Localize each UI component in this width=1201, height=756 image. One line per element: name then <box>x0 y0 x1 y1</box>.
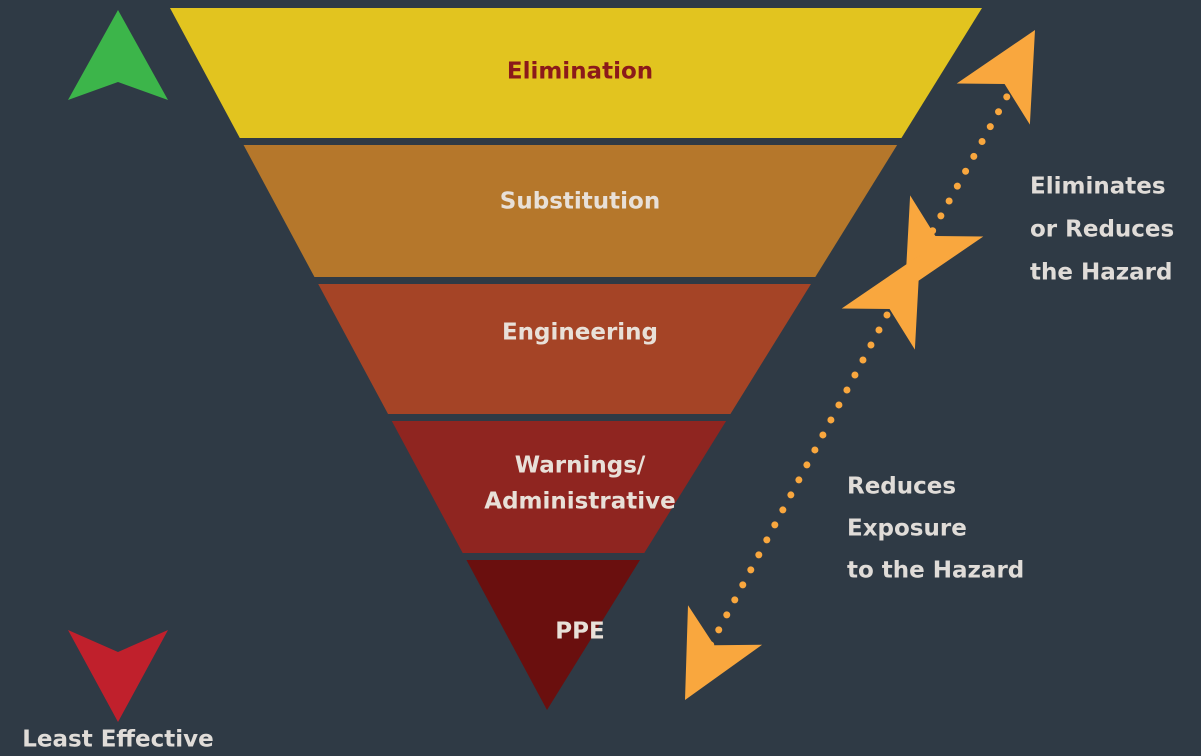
side-label: Reduces <box>847 474 956 500</box>
most-effective-arrowhead <box>68 10 168 100</box>
level-band <box>466 560 640 710</box>
arrowhead <box>841 255 920 350</box>
side-label: to the Hazard <box>847 558 1024 584</box>
side-label: Eliminates <box>1030 174 1166 200</box>
level-label: Administrative <box>484 489 675 515</box>
hazard-arrow-line <box>908 78 1019 272</box>
least-effective-label: Least Effective <box>22 727 214 753</box>
level-label: PPE <box>555 619 604 645</box>
level-label: Elimination <box>507 59 653 85</box>
level-band <box>170 8 982 138</box>
level-band <box>318 284 811 414</box>
side-label: or Reduces <box>1030 217 1174 243</box>
side-label: the Hazard <box>1030 260 1172 286</box>
level-label: Warnings/ <box>515 453 646 479</box>
level-band <box>391 421 727 553</box>
level-label: Substitution <box>500 189 660 215</box>
least-effective-arrowhead <box>68 630 168 722</box>
level-band <box>243 145 898 277</box>
level-label: Engineering <box>502 320 658 346</box>
exposure-arrow-line <box>704 296 899 654</box>
side-label: Exposure <box>847 516 967 542</box>
arrowhead <box>905 195 984 290</box>
arrowhead <box>956 30 1035 125</box>
arrowhead <box>685 605 763 700</box>
